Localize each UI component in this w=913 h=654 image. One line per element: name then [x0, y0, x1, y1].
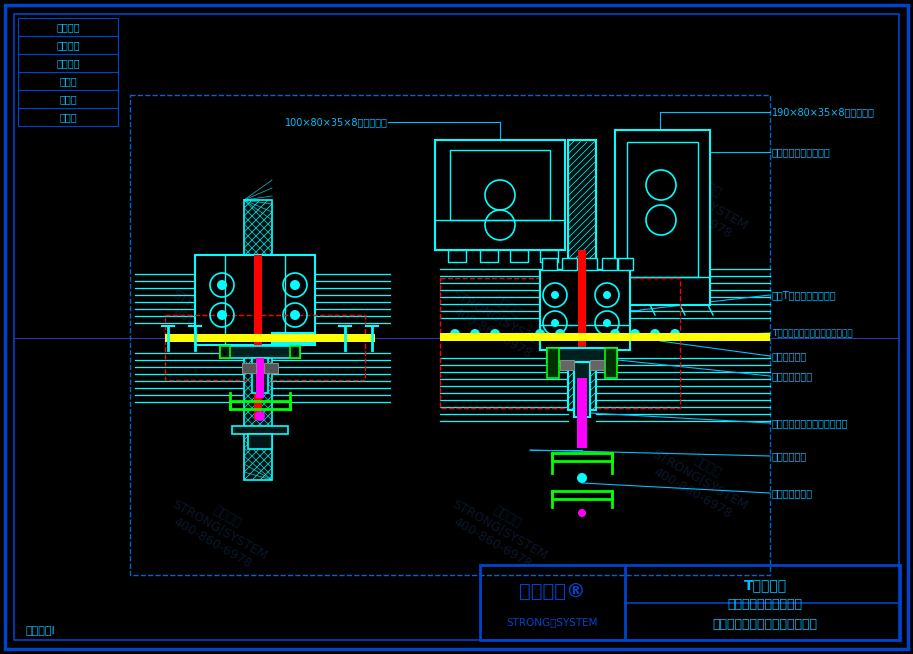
Bar	[450, 150, 550, 220]
Circle shape	[290, 280, 300, 290]
Bar	[574, 362, 590, 417]
Text: 西创系统
STRONG|SYSTEM
400-860-6978: 西创系统 STRONG|SYSTEM 400-860-6978	[643, 154, 758, 245]
Bar	[220, 346, 230, 358]
Bar	[435, 140, 565, 250]
Circle shape	[578, 509, 586, 517]
Bar	[18, 90, 118, 108]
Text: 环保节能: 环保节能	[57, 40, 79, 50]
Bar	[618, 258, 633, 270]
Text: T型立柱、横梁连接件、玻璃托板: T型立柱、横梁连接件、玻璃托板	[772, 328, 853, 337]
Text: 西创系统
STRONG|SYSTEM
400-860-6978: 西创系统 STRONG|SYSTEM 400-860-6978	[643, 434, 758, 526]
Bar	[560, 360, 574, 370]
Circle shape	[490, 329, 500, 339]
Text: 垂明横隐玻璃幕墙系统: 垂明横隐玻璃幕墙系统	[728, 598, 803, 611]
Circle shape	[450, 329, 460, 339]
Bar	[18, 18, 118, 36]
Bar	[480, 565, 900, 640]
Bar	[480, 250, 498, 262]
Bar	[602, 258, 617, 270]
Bar	[248, 434, 272, 449]
Bar	[552, 453, 612, 461]
Circle shape	[217, 280, 227, 290]
Circle shape	[670, 329, 680, 339]
Bar	[542, 258, 557, 270]
Bar	[540, 250, 558, 262]
Bar	[232, 426, 288, 434]
Bar	[18, 72, 118, 90]
Text: 更纯粹: 更纯粹	[59, 112, 77, 122]
Bar	[552, 491, 612, 499]
Text: 不锈锤机制螺栓: 不锈锤机制螺栓	[772, 488, 813, 498]
Bar	[440, 333, 770, 341]
Bar	[165, 315, 365, 380]
Bar	[290, 346, 300, 358]
Bar	[568, 140, 596, 410]
Bar	[562, 258, 577, 270]
Text: 铝合金型材端头: 铝合金型材端头	[772, 371, 813, 381]
Bar	[615, 130, 710, 305]
Bar	[627, 142, 698, 277]
Bar	[590, 360, 604, 370]
Text: 大通测: 大通测	[59, 94, 77, 104]
Text: 西创系统
STRONG|SYSTEM
400-860-6978: 西创系统 STRONG|SYSTEM 400-860-6978	[163, 275, 278, 366]
Text: 安全防火: 安全防火	[57, 22, 79, 32]
Text: STRONG｜SYSTEM: STRONG｜SYSTEM	[506, 617, 598, 627]
Text: 橡胶隔热垫皮: 橡胶隔热垫皮	[772, 351, 807, 361]
Bar	[254, 255, 262, 420]
Text: 100×80×35×8凸型锤横梁: 100×80×35×8凸型锤横梁	[285, 117, 388, 127]
Circle shape	[217, 310, 227, 320]
Text: 190×80×35×8凸型锤立柱: 190×80×35×8凸型锤立柱	[772, 107, 875, 117]
Circle shape	[551, 319, 559, 327]
Bar	[18, 36, 118, 54]
Bar	[18, 54, 118, 72]
Text: T型精制锤: T型精制锤	[743, 578, 787, 592]
Circle shape	[610, 329, 620, 339]
Bar	[605, 348, 617, 378]
Bar	[440, 278, 680, 408]
Text: 大跨度: 大跨度	[59, 76, 77, 86]
Text: 西创系统
STRONG|SYSTEM
400-860-6978: 西创系统 STRONG|SYSTEM 400-860-6978	[163, 485, 278, 576]
Bar	[244, 200, 272, 480]
Text: 焊接T型横梁插芯连接件: 焊接T型横梁插芯连接件	[772, 290, 836, 300]
Text: 专利产品I: 专利产品I	[25, 625, 55, 635]
Bar	[130, 95, 770, 575]
Bar	[578, 250, 586, 370]
Text: 橡胶隔热垫块: 橡胶隔热垫块	[772, 451, 807, 461]
Text: 西创系统
STRONG|SYSTEM
400-860-6978: 西创系统 STRONG|SYSTEM 400-860-6978	[443, 485, 558, 576]
Bar	[230, 401, 290, 409]
Circle shape	[535, 329, 545, 339]
Bar	[540, 270, 630, 350]
Text: 西创系统
STRONG|SYSTEM
400-860-6978: 西创系统 STRONG|SYSTEM 400-860-6978	[443, 275, 558, 366]
Bar	[582, 258, 597, 270]
Text: 公母螺栓（专利、连续紧接）: 公母螺栓（专利、连续紧接）	[772, 418, 848, 428]
Bar	[18, 108, 118, 126]
Bar	[577, 378, 587, 448]
Circle shape	[551, 291, 559, 299]
Circle shape	[470, 329, 480, 339]
Bar	[256, 358, 264, 398]
Circle shape	[577, 473, 587, 483]
Bar	[165, 334, 375, 342]
Text: 西创系统®: 西创系统®	[519, 583, 585, 602]
Circle shape	[630, 329, 640, 339]
Bar	[547, 348, 559, 378]
Circle shape	[255, 411, 265, 421]
Bar	[252, 358, 268, 393]
Bar	[264, 363, 278, 373]
Circle shape	[650, 329, 660, 339]
Bar	[220, 346, 300, 358]
Bar	[242, 363, 256, 373]
Bar	[448, 250, 466, 262]
Circle shape	[603, 291, 611, 299]
Text: 超级防腔: 超级防腔	[57, 58, 79, 68]
Bar	[547, 348, 617, 362]
Circle shape	[603, 319, 611, 327]
Text: 西创金属科技（江苏）有限公司: 西创金属科技（江苏）有限公司	[712, 619, 817, 632]
Text: 扳其装饰盖母螺栓组合: 扳其装饰盖母螺栓组合	[772, 147, 831, 157]
Bar	[510, 250, 528, 262]
Bar	[195, 255, 315, 345]
Circle shape	[290, 310, 300, 320]
Circle shape	[555, 329, 565, 339]
